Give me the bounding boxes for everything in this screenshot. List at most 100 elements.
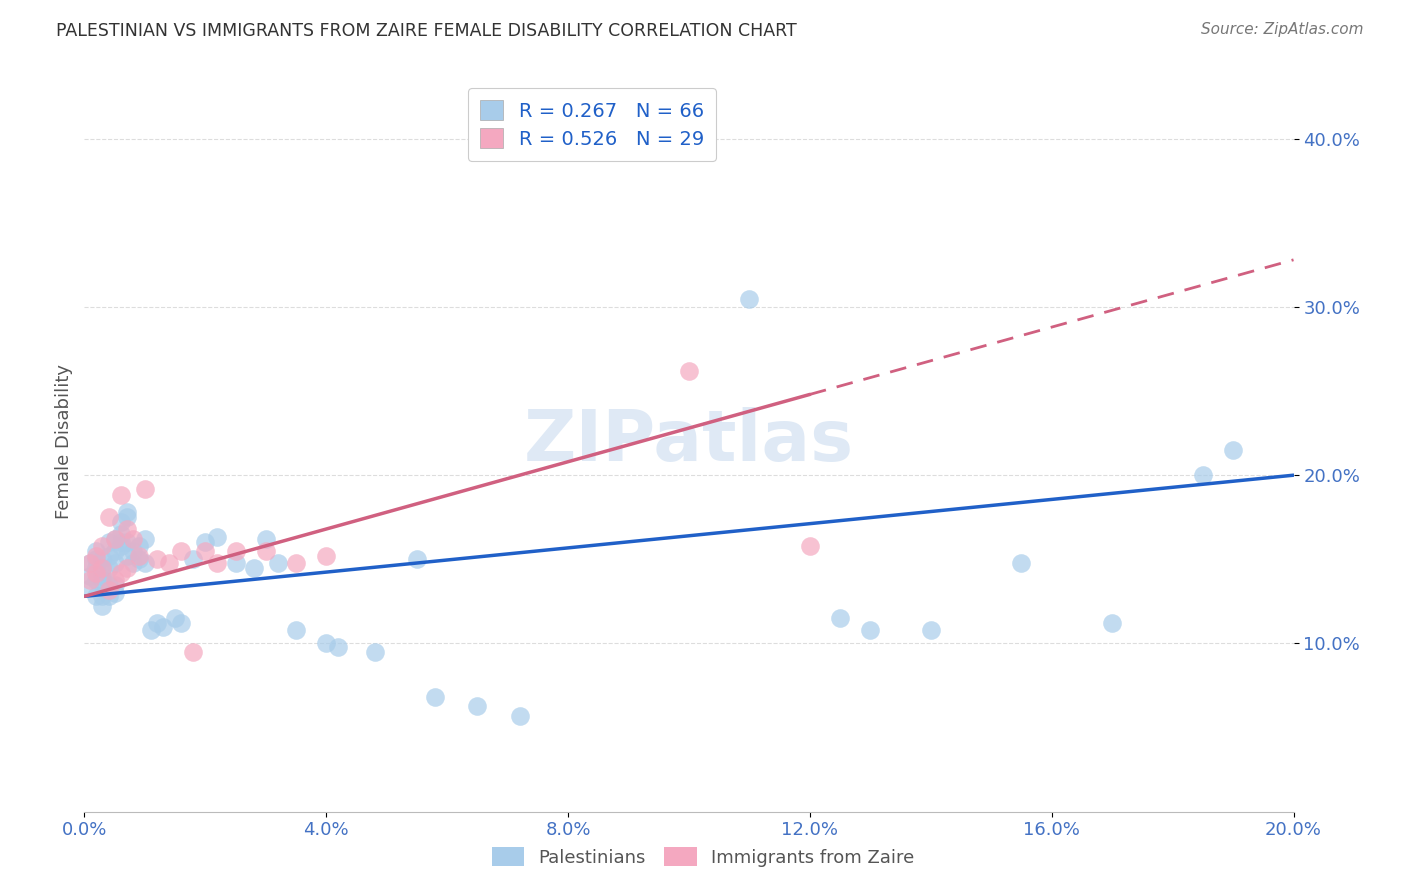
Y-axis label: Female Disability: Female Disability: [55, 364, 73, 519]
Point: [170, 544, 193, 558]
Point: [799, 539, 821, 553]
Point: [165, 611, 187, 625]
Point: [97, 590, 120, 604]
Point: [859, 623, 882, 637]
Point: [225, 544, 247, 558]
Point: [86, 573, 108, 587]
Point: [110, 516, 132, 530]
Point: [115, 535, 138, 549]
Point: [86, 549, 108, 563]
Point: [128, 549, 150, 563]
Point: [121, 544, 143, 558]
Point: [86, 566, 108, 580]
Point: [134, 482, 156, 496]
Point: [194, 535, 217, 549]
Point: [110, 539, 132, 553]
Point: [91, 552, 114, 566]
Point: [678, 364, 700, 378]
Legend: R = 0.267   N = 66, R = 0.526   N = 29: R = 0.267 N = 66, R = 0.526 N = 29: [468, 88, 716, 161]
Point: [97, 560, 120, 574]
Point: [97, 582, 120, 597]
Point: [254, 532, 277, 546]
Point: [285, 623, 308, 637]
Point: [97, 510, 120, 524]
Point: [115, 510, 138, 524]
Point: [207, 556, 229, 570]
Point: [128, 552, 150, 566]
Point: [181, 552, 204, 566]
Point: [134, 532, 156, 546]
Point: [104, 556, 127, 570]
Point: [1101, 616, 1123, 631]
Point: [134, 556, 156, 570]
Point: [97, 549, 120, 563]
Point: [467, 698, 489, 713]
Point: [115, 549, 138, 563]
Point: [225, 556, 247, 570]
Point: [157, 556, 180, 570]
Point: [267, 556, 290, 570]
Point: [128, 539, 150, 553]
Legend: Palestinians, Immigrants from Zaire: Palestinians, Immigrants from Zaire: [485, 840, 921, 874]
Point: [91, 599, 114, 614]
Point: [738, 292, 761, 306]
Point: [104, 532, 127, 546]
Point: [139, 623, 162, 637]
Point: [110, 535, 132, 549]
Point: [509, 708, 531, 723]
Point: [110, 566, 132, 580]
Point: [315, 636, 337, 650]
Point: [1222, 442, 1244, 457]
Point: [115, 505, 138, 519]
Point: [830, 611, 852, 625]
Point: [328, 640, 350, 654]
Point: [79, 581, 101, 595]
Point: [170, 616, 193, 631]
Point: [423, 690, 446, 705]
Point: [363, 645, 385, 659]
Point: [254, 544, 277, 558]
Point: [97, 535, 120, 549]
Point: [406, 552, 429, 566]
Point: [207, 531, 229, 545]
Point: [79, 556, 101, 570]
Point: [91, 539, 114, 553]
Point: [121, 556, 143, 570]
Point: [146, 552, 169, 566]
Point: [86, 552, 108, 566]
Point: [104, 532, 127, 546]
Point: [115, 522, 138, 536]
Point: [1011, 556, 1033, 570]
Point: [110, 527, 132, 541]
Text: PALESTINIAN VS IMMIGRANTS FROM ZAIRE FEMALE DISABILITY CORRELATION CHART: PALESTINIAN VS IMMIGRANTS FROM ZAIRE FEM…: [56, 22, 797, 40]
Text: Source: ZipAtlas.com: Source: ZipAtlas.com: [1201, 22, 1364, 37]
Point: [86, 560, 108, 574]
Point: [86, 590, 108, 604]
Point: [110, 488, 132, 502]
Point: [104, 586, 127, 600]
Point: [79, 573, 101, 587]
Point: [91, 560, 114, 574]
Point: [242, 560, 264, 574]
Point: [91, 573, 114, 587]
Point: [146, 616, 169, 631]
Point: [104, 577, 127, 591]
Point: [79, 556, 101, 570]
Point: [181, 645, 204, 659]
Point: [152, 619, 174, 633]
Point: [79, 569, 101, 583]
Point: [121, 532, 143, 546]
Point: [97, 577, 120, 591]
Point: [115, 560, 138, 574]
Point: [920, 623, 942, 637]
Point: [91, 560, 114, 574]
Point: [315, 549, 337, 563]
Point: [86, 544, 108, 558]
Point: [104, 573, 127, 587]
Point: [104, 544, 127, 558]
Text: ZIPatlas: ZIPatlas: [524, 407, 853, 476]
Point: [194, 544, 217, 558]
Point: [91, 569, 114, 583]
Point: [1192, 468, 1215, 483]
Point: [91, 590, 114, 604]
